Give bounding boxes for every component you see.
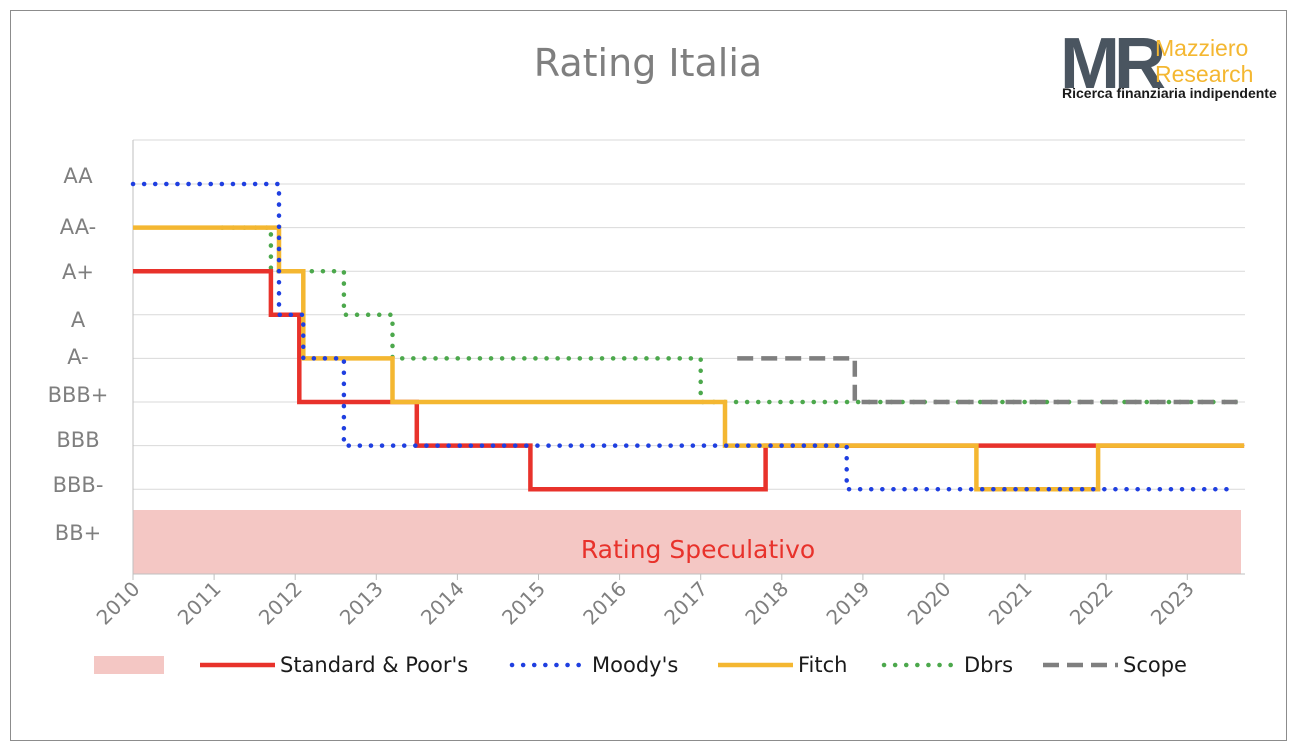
y-tick-label: BBB xyxy=(56,428,99,452)
y-tick-label: AA- xyxy=(60,215,96,239)
legend-label-standard-poor-s: Standard & Poor's xyxy=(280,653,468,677)
y-tick-label: BBB+ xyxy=(48,383,109,407)
legend-label-moody-s: Moody's xyxy=(592,653,678,677)
logo-tagline: Ricerca finanziaria indipendente xyxy=(1062,85,1277,101)
legend-label-dbrs: Dbrs xyxy=(964,653,1013,677)
legend: Standard & Poor's Moody's Fitch Dbrs Scope xyxy=(94,653,1187,677)
series-line-standard-poor-s xyxy=(133,268,1245,492)
y-tick-label: A xyxy=(71,308,86,332)
x-tick-label: 2017 xyxy=(659,577,712,630)
chart-title: Rating Italia xyxy=(534,41,762,85)
series-lines xyxy=(130,181,1245,492)
legend-label-scope: Scope xyxy=(1123,653,1187,677)
x-tick-label: 2011 xyxy=(173,577,226,630)
speculative-band-label: Rating Speculativo xyxy=(581,535,815,564)
x-tick-label: 2013 xyxy=(335,577,388,630)
x-tick-label: 2021 xyxy=(984,577,1037,630)
speculative-band: Rating Speculativo xyxy=(133,510,1241,574)
axes xyxy=(132,140,1245,575)
x-tick-label: 2023 xyxy=(1146,577,1199,630)
x-tick-label: 2020 xyxy=(903,577,956,630)
x-tick-label: 2015 xyxy=(497,577,550,630)
x-tick-label: 2014 xyxy=(416,577,469,630)
x-tick-label: 2022 xyxy=(1065,577,1118,630)
series-line-scope xyxy=(737,356,1245,405)
series-line-moody-s xyxy=(130,181,1239,492)
y-tick-label: BB+ xyxy=(55,521,101,545)
x-tick-label: 2016 xyxy=(578,577,631,630)
x-tick-label: 2012 xyxy=(254,577,307,630)
mazziero-logo: MR Mazziero Research Ricerca finanziaria… xyxy=(1060,24,1277,104)
legend-swatch-speculative xyxy=(94,656,164,674)
logo-name-line2: Research xyxy=(1155,61,1253,87)
y-tick-label: A- xyxy=(67,345,88,369)
x-tick-label: 2019 xyxy=(821,577,874,630)
y-tick-label: BBB- xyxy=(53,473,104,497)
x-axis-ticks: 2010 2011 2012 2013 2014 2015 2016 2017 2018 2019… xyxy=(92,574,1199,630)
y-tick-label: AA xyxy=(63,164,93,188)
series-line-dbrs xyxy=(219,225,1239,405)
logo-name-line1: Mazziero xyxy=(1155,35,1248,61)
chart-frame xyxy=(10,10,1287,741)
logo-mark: MR xyxy=(1060,24,1165,104)
legend-label-fitch: Fitch xyxy=(798,653,847,677)
speculative-band-rect xyxy=(133,510,1241,574)
series-line-fitch xyxy=(133,225,1245,492)
x-tick-label: 2010 xyxy=(92,577,145,630)
y-tick-label: A+ xyxy=(62,260,94,284)
x-tick-label: 2018 xyxy=(740,577,793,630)
